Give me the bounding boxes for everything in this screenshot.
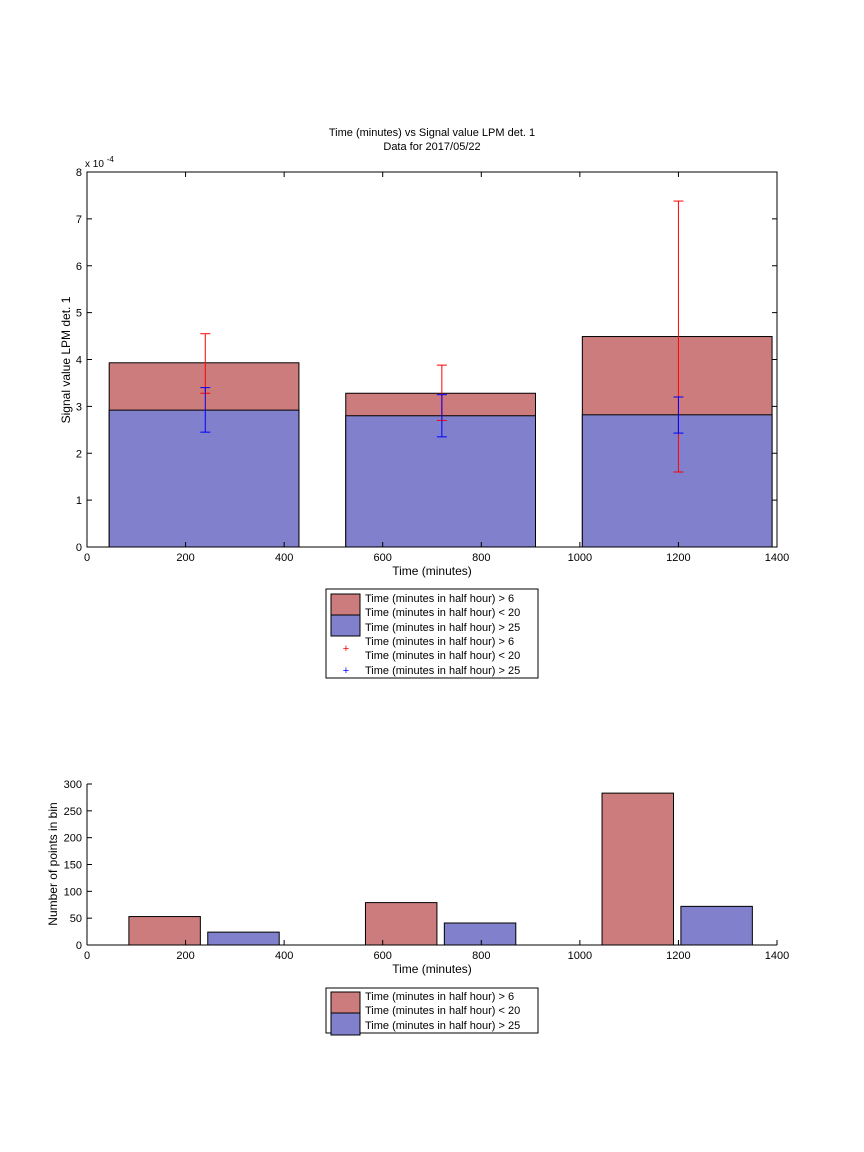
top-errorbar-blue-1 (436, 394, 447, 438)
top-y-exponent-base: x 10 (85, 159, 104, 170)
bottom-y-tick-label: 200 (64, 833, 82, 845)
bottom-x-tick-label: 1000 (568, 950, 592, 962)
top-y-tick-label: 5 (76, 308, 82, 320)
bottom-bar-blue-5 (680, 905, 753, 946)
top-errorbars (200, 200, 684, 473)
bottom-legend-label-1: Time (minutes in half hour) > 6 (365, 991, 514, 1003)
top-y-exponent: x 10 -4 (85, 155, 114, 170)
bottom-legend-label-2: Time (minutes in half hour) < 20 (365, 1005, 520, 1017)
chart-top-subtitle: Data for 2017/05/22 (383, 141, 480, 153)
top-legend-label-6: Time (minutes in half hour) > 25 (365, 665, 520, 677)
bottom-y-tick-label: 0 (76, 940, 82, 952)
bottom-x-tick-label: 400 (275, 950, 293, 962)
top-legend-marker-blue: + (343, 665, 349, 677)
top-legend-label-3: Time (minutes in half hour) > 25 (365, 622, 520, 634)
top-x-tick-label: 200 (176, 552, 194, 564)
top-y-tick-label: 2 (76, 448, 82, 460)
bottom-y-tick-label: 150 (64, 860, 82, 872)
bottom-x-tick-label: 600 (374, 950, 392, 962)
bottom-bar-red-0 (128, 916, 201, 946)
top-errorbar-blue-0 (200, 387, 211, 433)
bottom-bar-blue-3 (443, 922, 517, 946)
top-x-tick-label: 800 (472, 552, 490, 564)
top-x-tick-label: 1200 (666, 552, 690, 564)
top-x-tick-label: 0 (84, 552, 90, 564)
top-x-tick-label: 1000 (568, 552, 592, 564)
chart-top: Time (minutes) vs Signal value LPM det. … (59, 127, 789, 679)
top-x-axis-label: Time (minutes) (392, 564, 472, 578)
bottom-bar-red-4 (601, 792, 674, 946)
bottom-x-tick-label: 0 (84, 950, 90, 962)
bottom-bar-blue-1 (207, 931, 280, 946)
bottom-legend: Time (minutes in half hour) > 6 Time (mi… (325, 987, 539, 1036)
top-x-tick-label: 600 (374, 552, 392, 564)
bottom-bar-red-2 (364, 902, 438, 946)
top-legend-box (325, 588, 539, 679)
top-legend-swatch-red (330, 593, 361, 617)
bottom-legend-label-3: Time (minutes in half hour) > 25 (365, 1020, 520, 1032)
bottom-x-tick-label: 200 (176, 950, 194, 962)
bottom-legend-box (325, 987, 539, 1034)
top-y-tick-label: 8 (76, 167, 82, 179)
top-legend-marker-red: + (343, 643, 349, 655)
top-legend-swatch-blue (330, 614, 361, 637)
bottom-legend-swatch-blue (330, 1012, 361, 1036)
top-y-tick-label: 4 (76, 355, 82, 367)
bottom-x-tick-label: 1400 (765, 950, 789, 962)
top-bars (108, 336, 773, 548)
top-legend-label-2: Time (minutes in half hour) < 20 (365, 607, 520, 619)
top-x-tick-label: 1400 (765, 552, 789, 564)
top-bar-blue-2 (581, 414, 773, 548)
top-y-tick-label: 0 (76, 542, 82, 554)
top-y-tick-label: 7 (76, 214, 82, 226)
bottom-y-tick-label: 100 (64, 886, 82, 898)
chart-bottom: 0 200 400 600 800 1000 1200 1400 0 50 100 150 200 25… (46, 779, 789, 1036)
bottom-legend-swatch-red (330, 991, 361, 1015)
chart-top-title: Time (minutes) vs Signal value LPM det. … (329, 127, 535, 139)
bottom-x-axis-label: Time (minutes) (392, 962, 472, 976)
top-x-ticks: 0 200 400 600 800 1000 1200 1400 (84, 172, 789, 564)
bottom-y-tick-label: 300 (64, 779, 82, 791)
top-y-tick-label: 3 (76, 401, 82, 413)
top-y-tick-label: 6 (76, 261, 82, 273)
top-y-axis-label: Signal value LPM det. 1 (59, 296, 73, 423)
top-bar-blue-0 (108, 409, 300, 548)
bottom-y-tick-label: 250 (64, 806, 82, 818)
top-y-exponent-power: -4 (107, 155, 115, 164)
bottom-y-axis-label: Number of points in bin (46, 802, 60, 925)
top-y-tick-label: 1 (76, 495, 82, 507)
top-legend: + + Time (minutes in half hour) > 6 Time… (325, 588, 539, 679)
top-legend-label-1: Time (minutes in half hour) > 6 (365, 593, 514, 605)
top-errorbar-blue-2 (673, 396, 684, 434)
top-legend-label-5: Time (minutes in half hour) < 20 (365, 650, 520, 662)
bottom-bars (128, 792, 753, 946)
bottom-x-tick-label: 800 (472, 950, 490, 962)
top-bar-blue-1 (345, 415, 536, 548)
top-y-ticks: 0 1 2 3 4 5 6 7 8 (76, 167, 777, 554)
top-legend-label-4: Time (minutes in half hour) > 6 (365, 636, 514, 648)
bottom-x-ticks: 0 200 400 600 800 1000 1200 1400 (84, 940, 789, 962)
top-x-tick-label: 400 (275, 552, 293, 564)
bottom-y-ticks: 0 50 100 150 200 250 300 (64, 779, 92, 952)
bottom-y-tick-label: 50 (70, 913, 82, 925)
bottom-x-tick-label: 1200 (666, 950, 690, 962)
